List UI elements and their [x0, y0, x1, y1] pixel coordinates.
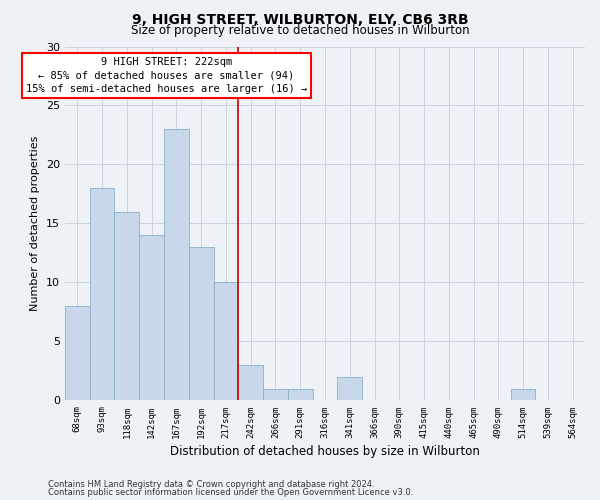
- Text: Contains HM Land Registry data © Crown copyright and database right 2024.: Contains HM Land Registry data © Crown c…: [48, 480, 374, 489]
- Bar: [115, 212, 139, 400]
- X-axis label: Distribution of detached houses by size in Wilburton: Distribution of detached houses by size …: [170, 444, 480, 458]
- Text: 9, HIGH STREET, WILBURTON, ELY, CB6 3RB: 9, HIGH STREET, WILBURTON, ELY, CB6 3RB: [131, 12, 469, 26]
- Bar: [139, 236, 164, 400]
- Bar: [214, 282, 238, 401]
- Bar: [238, 365, 263, 400]
- Bar: [189, 247, 214, 400]
- Y-axis label: Number of detached properties: Number of detached properties: [31, 136, 40, 311]
- Bar: [288, 388, 313, 400]
- Text: Size of property relative to detached houses in Wilburton: Size of property relative to detached ho…: [131, 24, 469, 37]
- Text: 9 HIGH STREET: 222sqm
← 85% of detached houses are smaller (94)
15% of semi-deta: 9 HIGH STREET: 222sqm ← 85% of detached …: [26, 57, 307, 94]
- Bar: [337, 377, 362, 400]
- Bar: [263, 388, 288, 400]
- Bar: [511, 388, 535, 400]
- Bar: [65, 306, 90, 400]
- Text: Contains public sector information licensed under the Open Government Licence v3: Contains public sector information licen…: [48, 488, 413, 497]
- Bar: [164, 129, 189, 400]
- Bar: [90, 188, 115, 400]
